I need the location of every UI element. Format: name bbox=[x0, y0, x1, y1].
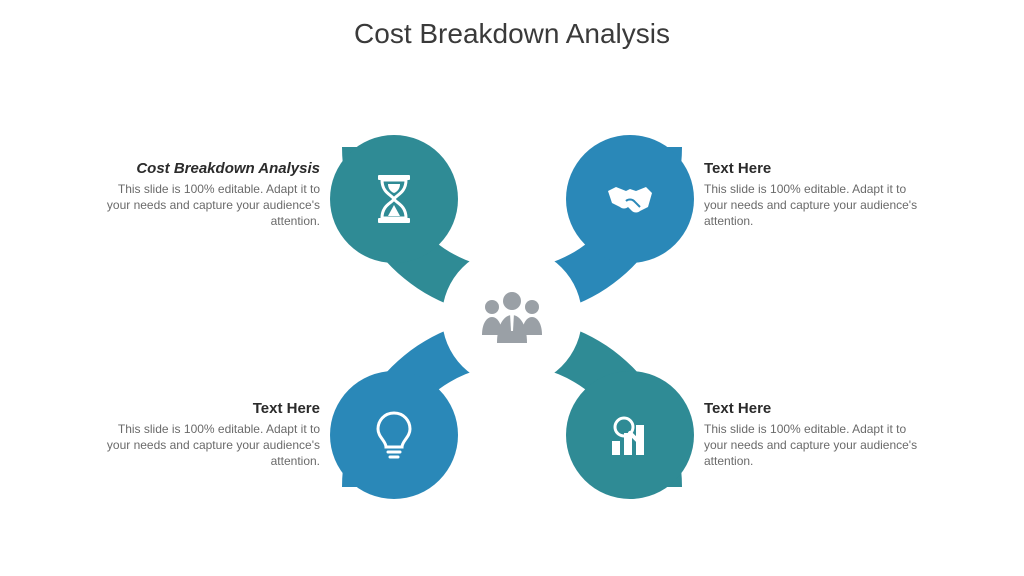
chart-search-icon bbox=[602, 407, 658, 463]
lightbulb-icon bbox=[366, 407, 422, 463]
node-tl bbox=[330, 135, 458, 263]
diagram-ring bbox=[342, 147, 682, 487]
heading-tl: Cost Breakdown Analysis bbox=[100, 160, 320, 177]
textblock-tl: Cost Breakdown Analysis This slide is 10… bbox=[100, 160, 320, 230]
body-bl: This slide is 100% editable. Adapt it to… bbox=[100, 421, 320, 470]
heading-bl: Text Here bbox=[100, 400, 320, 417]
body-tl: This slide is 100% editable. Adapt it to… bbox=[100, 181, 320, 230]
node-tr bbox=[566, 135, 694, 263]
page-title: Cost Breakdown Analysis bbox=[0, 18, 1024, 50]
hourglass-icon bbox=[366, 171, 422, 227]
heading-tr: Text Here bbox=[704, 160, 924, 177]
textblock-tr: Text Here This slide is 100% editable. A… bbox=[704, 160, 924, 230]
textblock-bl: Text Here This slide is 100% editable. A… bbox=[100, 400, 320, 470]
body-tr: This slide is 100% editable. Adapt it to… bbox=[704, 181, 924, 230]
team-icon bbox=[477, 287, 547, 347]
handshake-icon bbox=[602, 171, 658, 227]
heading-br: Text Here bbox=[704, 400, 924, 417]
slide: Cost Breakdown Analysis bbox=[0, 0, 1024, 576]
textblock-br: Text Here This slide is 100% editable. A… bbox=[704, 400, 924, 470]
body-br: This slide is 100% editable. Adapt it to… bbox=[704, 421, 924, 470]
node-br bbox=[566, 371, 694, 499]
node-bl bbox=[330, 371, 458, 499]
center-circle bbox=[442, 247, 582, 387]
